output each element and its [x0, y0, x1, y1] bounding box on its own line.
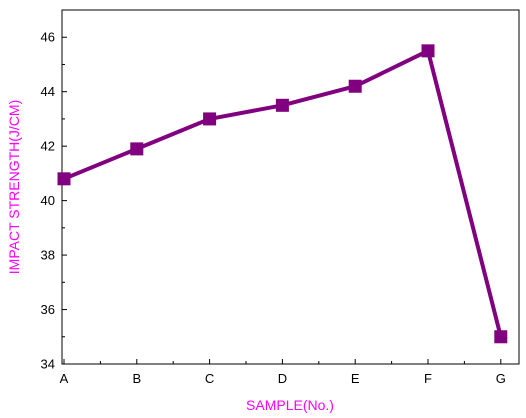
x-tick-label: A [60, 371, 69, 386]
data-point-E [348, 79, 362, 93]
x-tick-label: C [205, 371, 214, 386]
y-tick-label: 36 [41, 302, 55, 317]
data-point-D [275, 98, 289, 112]
x-tick-label: G [496, 371, 506, 386]
data-point-F [421, 44, 435, 58]
data-point-B [130, 142, 144, 156]
x-tick-label: D [278, 371, 287, 386]
x-tick-label: B [132, 371, 141, 386]
y-tick-label: 44 [41, 84, 55, 99]
y-tick-label: 34 [41, 357, 55, 372]
x-axis: A B C D E F G [60, 359, 506, 386]
x-tick-label: F [424, 371, 432, 386]
x-axis-title: SAMPLE(No.) [246, 397, 334, 413]
data-point-G [494, 330, 508, 344]
y-tick-label: 42 [41, 139, 55, 154]
y-axis-title: IMPACT STRENGTH(J/CM) [6, 100, 22, 274]
plot-frame [61, 9, 520, 365]
x-tick-label: E [351, 371, 360, 386]
series-impact-strength [57, 44, 508, 344]
series-line [63, 48, 503, 338]
data-point-A [57, 172, 71, 186]
data-point-C [203, 112, 217, 126]
y-axis: 34 36 38 40 42 44 46 [41, 30, 67, 372]
y-tick-label: 40 [41, 193, 55, 208]
y-tick-label: 46 [41, 30, 55, 45]
y-tick-label: 38 [41, 248, 55, 263]
